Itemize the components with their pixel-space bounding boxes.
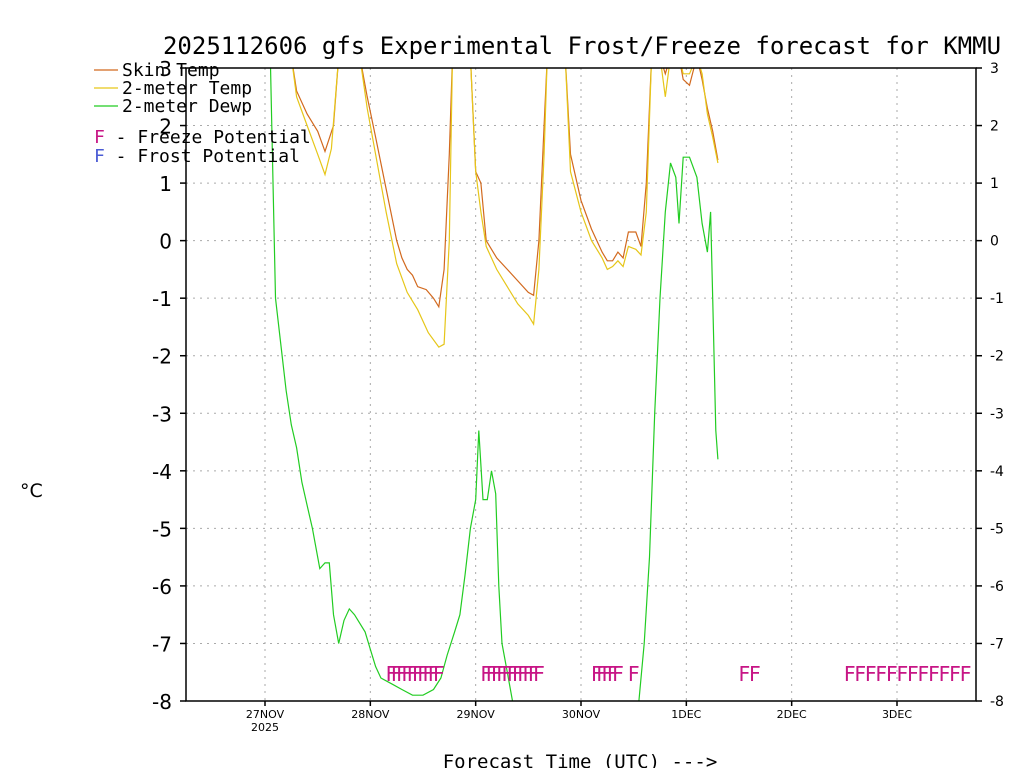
- x-tick-label: 3DEC: [882, 708, 912, 721]
- freeze-marker: F: [628, 662, 640, 686]
- freeze-marker: F: [385, 662, 397, 686]
- y-tick-label-left: 3: [159, 57, 172, 81]
- y-tick-label-right: -7: [990, 636, 1004, 652]
- freeze-marker: F: [512, 662, 524, 686]
- freeze-marker: F: [406, 662, 418, 686]
- freeze-marker: F: [422, 662, 434, 686]
- freeze-marker: F: [533, 662, 545, 686]
- freeze-marker: F: [517, 662, 529, 686]
- grid: [186, 68, 976, 701]
- series-line: [292, 68, 719, 309]
- y-tick-label-left: -6: [152, 575, 172, 599]
- freeze-marker: F: [596, 662, 608, 686]
- freeze-marker: F: [844, 662, 856, 686]
- freeze-marker: F: [528, 662, 540, 686]
- y-tick-label-right: 0: [990, 234, 999, 250]
- series-line: [292, 68, 719, 348]
- freeze-marker: F: [749, 662, 761, 686]
- freeze-marker: F: [491, 662, 503, 686]
- freeze-marker: F: [507, 662, 519, 686]
- freeze-marker: F: [949, 662, 961, 686]
- y-tick-label-left: -7: [152, 632, 172, 656]
- freeze-marker: F: [907, 662, 919, 686]
- series-line: [269, 68, 514, 701]
- freeze-marker: F: [875, 662, 887, 686]
- y-tick-label-left: 1: [159, 172, 172, 196]
- freeze-marker: F: [391, 662, 403, 686]
- x-tick-label: 2DEC: [777, 708, 807, 721]
- y-tick-label-right: 1: [990, 176, 999, 192]
- freeze-marker: F: [738, 662, 750, 686]
- freeze-marker: F: [412, 662, 424, 686]
- y-tick-label-right: -2: [990, 349, 1004, 365]
- y-tick-label-right: -5: [990, 521, 1004, 537]
- legend-label: 2-meter Temp: [122, 78, 252, 99]
- freeze-marker: F: [591, 662, 603, 686]
- y-tick-label-left: -4: [152, 460, 172, 484]
- legend-label: 2-meter Dewp: [122, 96, 252, 117]
- legend-label: Skin Temp: [122, 60, 220, 81]
- freeze-marker: F: [501, 662, 513, 686]
- series-line: [638, 156, 719, 701]
- freeze-marker: F: [886, 662, 898, 686]
- y-axis-right: -8 -7 -6 -5 -4 -3 -2 -1 0 1 2 3: [976, 61, 1004, 710]
- freeze-marker: F: [959, 662, 971, 686]
- freeze-marker: F: [433, 662, 445, 686]
- freeze-marker: F: [417, 662, 429, 686]
- y-tick-label-right: 3: [990, 61, 999, 77]
- freeze-marker: F: [480, 662, 492, 686]
- y-tick-label-left: -1: [152, 287, 172, 311]
- x-tick-label: 30NOV: [562, 708, 601, 721]
- x-axis-label: Forecast Time (UTC) --->: [443, 751, 718, 768]
- x-tick-sublabel: 2025: [251, 721, 279, 734]
- freeze-marker: F: [854, 662, 866, 686]
- freeze-marker: F: [928, 662, 940, 686]
- freeze-marker: F: [485, 662, 497, 686]
- freeze-marker: F: [401, 662, 413, 686]
- y-tick-label-right: -8: [990, 694, 1004, 710]
- series-group: [269, 68, 719, 701]
- y-tick-label-right: -4: [990, 464, 1004, 480]
- freeze-marker: F: [917, 662, 929, 686]
- y-tick-label-left: -3: [152, 402, 172, 426]
- freeze-marker: F: [938, 662, 950, 686]
- x-tick-label: 28NOV: [351, 708, 390, 721]
- x-tick-label: 29NOV: [457, 708, 496, 721]
- freeze-marker: F: [396, 662, 408, 686]
- y-tick-label-right: -1: [990, 291, 1004, 307]
- freeze-marker: F: [601, 662, 613, 686]
- freeze-marker: F: [522, 662, 534, 686]
- x-tick-label: 27NOV: [246, 708, 285, 721]
- potential-legend-label: F - Freeze Potential: [94, 127, 311, 148]
- freeze-marker: F: [896, 662, 908, 686]
- potential-legend-label: F - Frost Potential: [94, 146, 300, 167]
- y-tick-label-left: 2: [159, 115, 172, 139]
- freeze-marker: F: [612, 662, 624, 686]
- y-axis-left: -8 -7 -6 -5 -4 -3 -2 -1 0 1 2 3: [152, 57, 186, 714]
- y-tick-label-right: -3: [990, 406, 1004, 422]
- y-axis-label: °C: [20, 480, 43, 502]
- x-tick-label: 1DEC: [671, 708, 701, 721]
- freeze-marker: F: [428, 662, 440, 686]
- freeze-marker: F: [496, 662, 508, 686]
- y-tick-label-left: 0: [159, 230, 172, 254]
- y-tick-label-right: 2: [990, 119, 999, 135]
- freeze-marker: F: [607, 662, 619, 686]
- y-tick-label-left: -2: [152, 345, 172, 369]
- freeze-marker: F: [865, 662, 877, 686]
- y-tick-label-left: -8: [152, 690, 172, 714]
- y-tick-label-left: -5: [152, 517, 172, 541]
- chart-title: 2025112606 gfs Experimental Frost/Freeze…: [163, 32, 1001, 60]
- y-tick-label-right: -6: [990, 579, 1004, 595]
